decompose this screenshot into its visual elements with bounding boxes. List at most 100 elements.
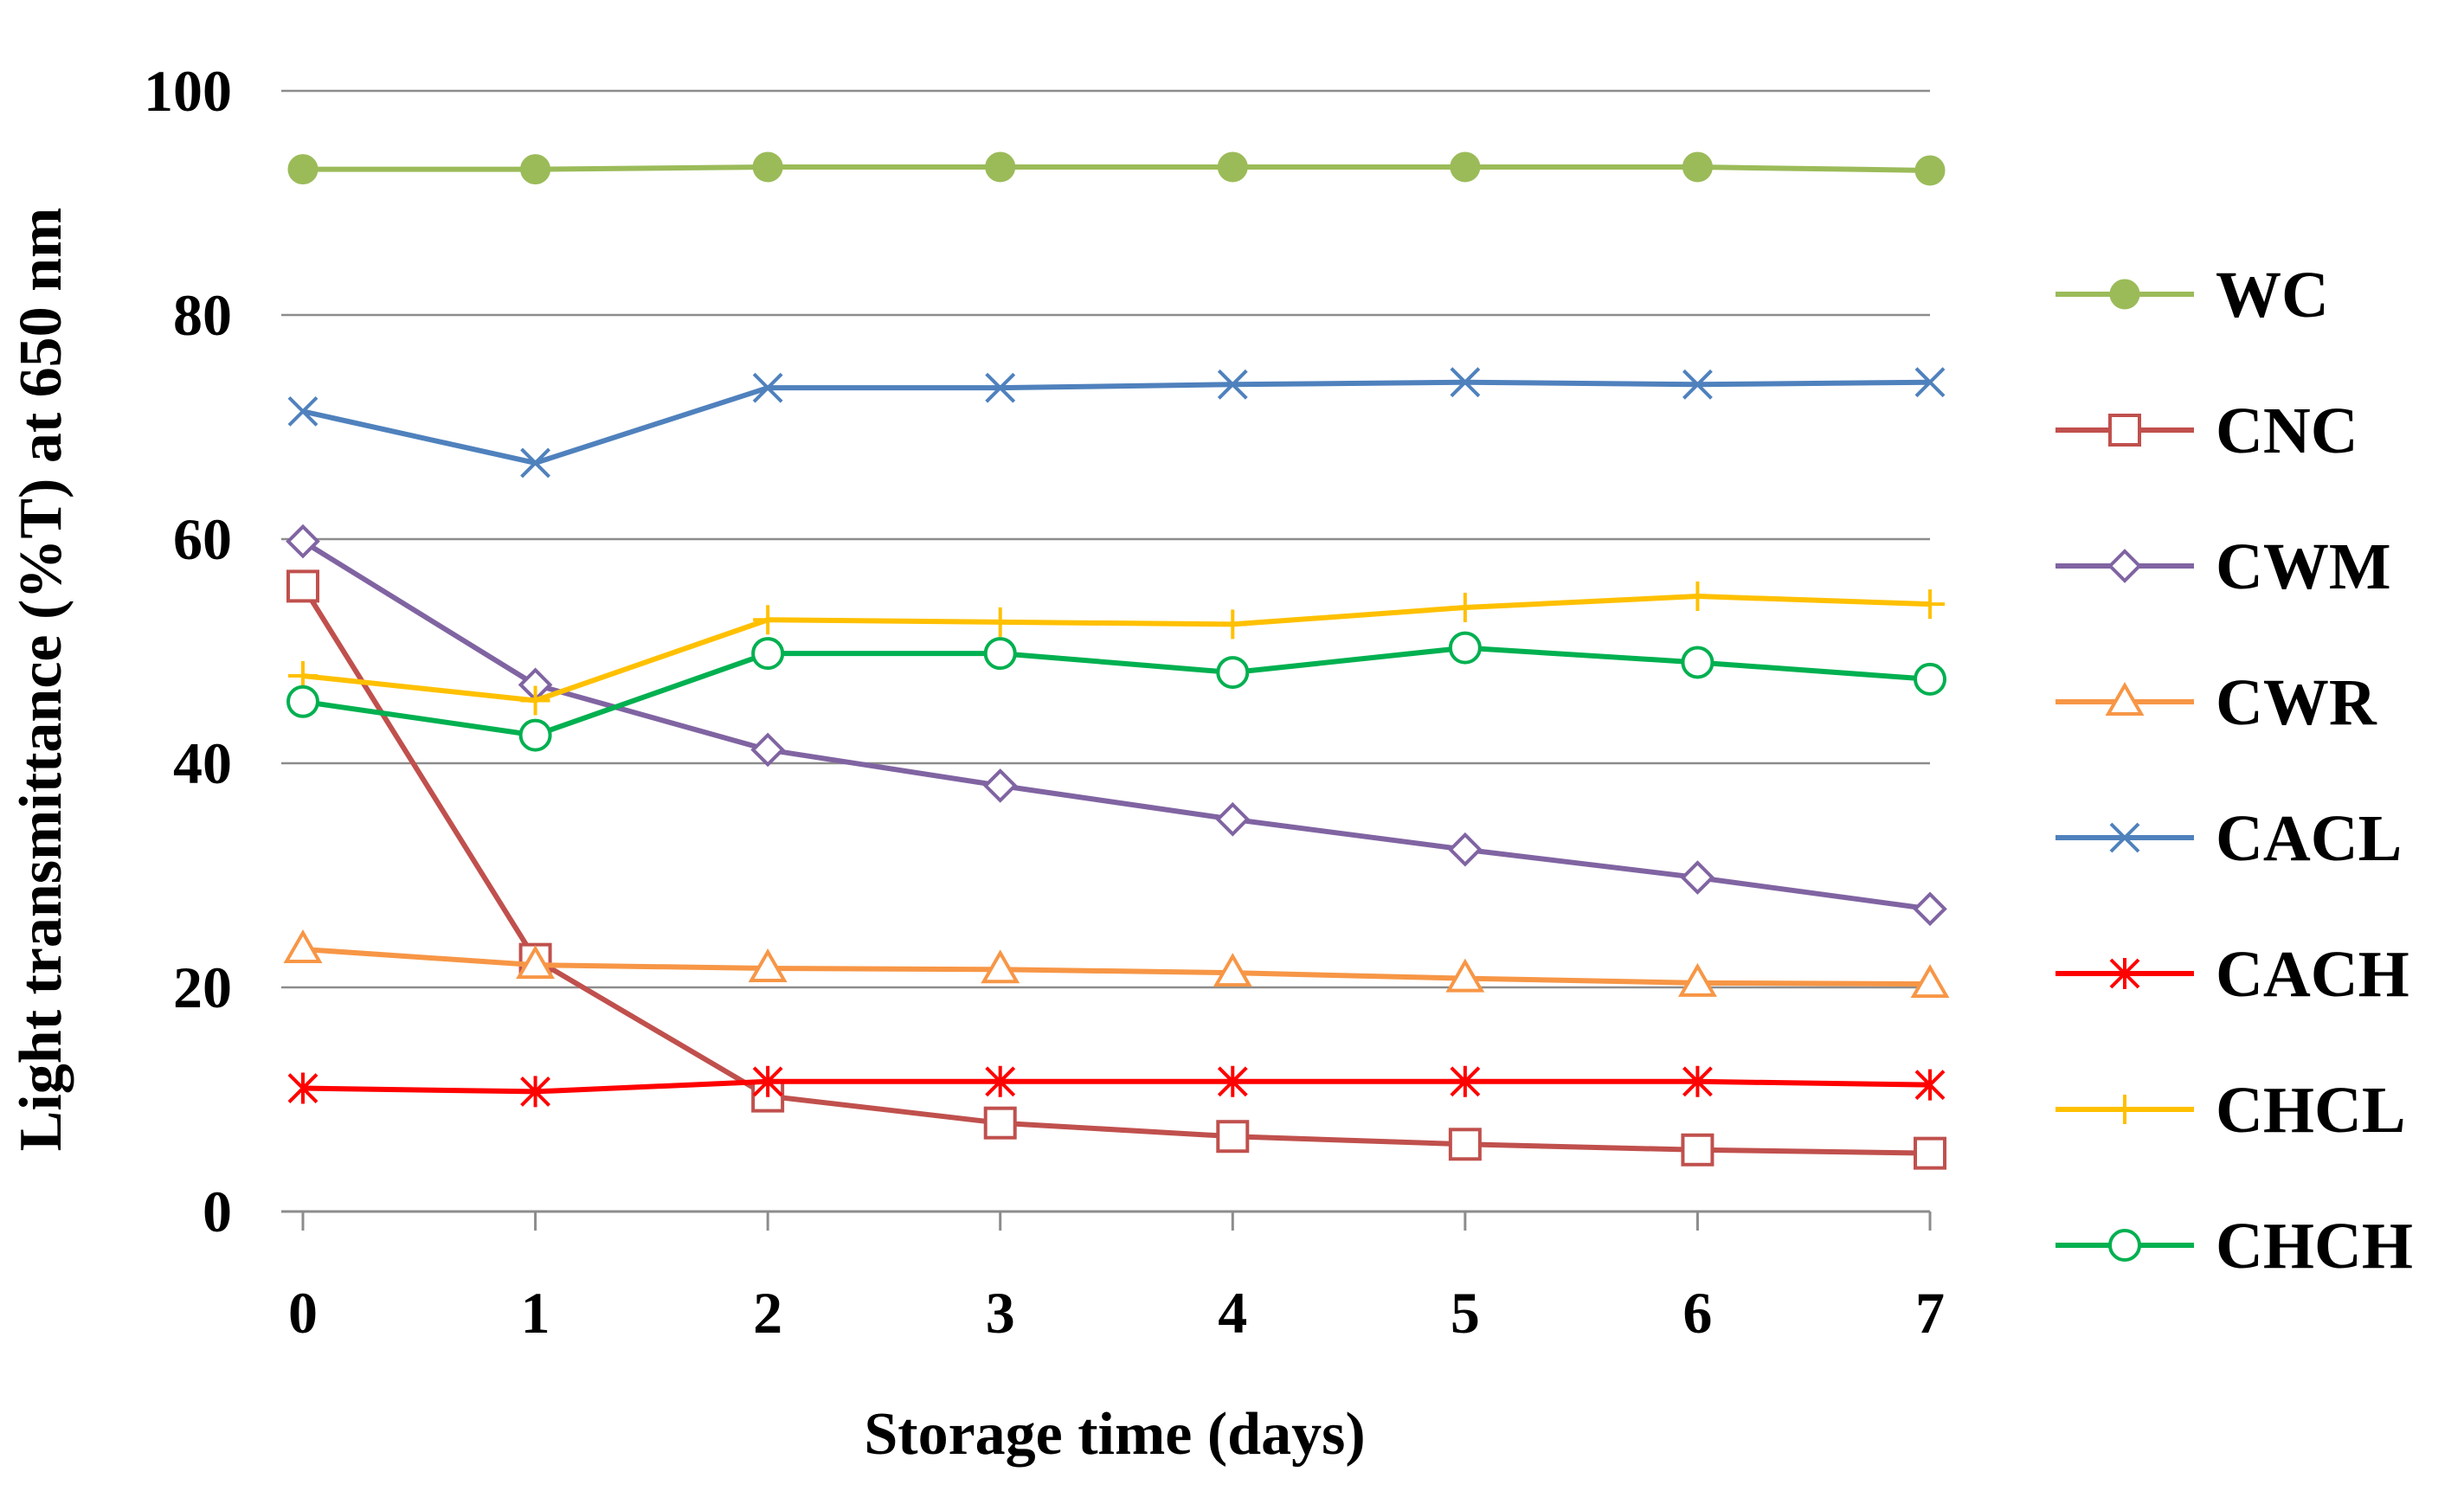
data-point xyxy=(1448,1128,1482,1161)
series-cacl xyxy=(287,367,1946,479)
legend-marker xyxy=(2109,279,2140,310)
legend-item-cwr: CWR xyxy=(2055,666,2377,739)
series-line xyxy=(300,584,1931,1156)
data-point xyxy=(1680,860,1715,895)
data-point xyxy=(752,372,783,403)
series-cach xyxy=(287,1065,1946,1108)
y-tick-label: 40 xyxy=(173,730,232,796)
data-point xyxy=(283,929,323,963)
y-tick-label: 100 xyxy=(144,58,232,124)
data-point xyxy=(983,1106,1017,1140)
data-point xyxy=(748,948,788,982)
series-group xyxy=(283,151,1950,1170)
data-point xyxy=(1450,592,1480,622)
data-point xyxy=(287,395,318,427)
legend-label: CWR xyxy=(2216,666,2377,739)
data-point xyxy=(985,607,1015,637)
data-point xyxy=(1448,832,1483,867)
data-point xyxy=(1216,656,1250,690)
legend-label: CACL xyxy=(2216,802,2402,875)
y-tick-label: 0 xyxy=(203,1179,232,1244)
data-point xyxy=(1448,631,1482,665)
data-point xyxy=(752,1065,783,1097)
data-point xyxy=(520,447,550,479)
data-point xyxy=(287,1072,318,1104)
data-point xyxy=(520,685,550,716)
legend-label: CWM xyxy=(2216,530,2391,603)
series-line xyxy=(301,539,1931,912)
x-tick-label: 7 xyxy=(1915,1280,1945,1346)
y-axis-title: Light transmittance (%T) at 650 nm xyxy=(8,208,74,1152)
x-tick-label: 5 xyxy=(1451,1280,1480,1346)
legend-label: CNC xyxy=(2216,395,2358,467)
data-point xyxy=(982,768,1018,803)
legend-marker xyxy=(2108,414,2141,447)
legend-item-cach: CACH xyxy=(2055,938,2409,1011)
legend-item-chcl: CHCL xyxy=(2055,1074,2406,1147)
axes xyxy=(281,1210,1932,1231)
legend-label: WC xyxy=(2216,259,2329,331)
x-tick-label: 6 xyxy=(1682,1280,1712,1346)
y-tick-label: 60 xyxy=(173,506,232,572)
data-point xyxy=(1913,891,1947,927)
data-point xyxy=(750,732,785,768)
data-point xyxy=(286,569,319,603)
legend-marker xyxy=(2110,1095,2139,1124)
series-cwr xyxy=(283,929,1950,999)
data-point xyxy=(753,605,783,635)
series-line xyxy=(302,946,1931,987)
data-point xyxy=(286,685,319,718)
series-cwm xyxy=(286,524,1947,927)
data-point xyxy=(1914,1136,1946,1170)
series-cnc xyxy=(286,569,1946,1170)
data-point xyxy=(1682,369,1713,400)
legend-item-cwm: CWM xyxy=(2055,530,2391,603)
x-tick-label: 0 xyxy=(288,1280,318,1346)
data-point xyxy=(287,154,318,185)
data-point xyxy=(1914,1069,1946,1101)
data-point xyxy=(1217,369,1248,400)
data-point xyxy=(1217,1065,1248,1097)
legend-item-chch: CHCH xyxy=(2055,1210,2413,1282)
data-point xyxy=(1910,964,1950,999)
data-point xyxy=(1681,1133,1715,1167)
data-point xyxy=(1677,962,1717,997)
data-point xyxy=(1915,589,1945,620)
series-line xyxy=(302,594,1931,704)
data-point xyxy=(1217,151,1248,183)
legend-item-cacl: CACL xyxy=(2055,802,2402,875)
series-line xyxy=(302,645,1931,738)
data-point xyxy=(1914,155,1946,186)
x-tick-label: 3 xyxy=(986,1280,1015,1346)
data-point xyxy=(1218,609,1248,640)
series-line xyxy=(302,379,1931,466)
data-point xyxy=(518,718,552,752)
x-tick-label: 2 xyxy=(753,1280,782,1346)
series-chch xyxy=(286,631,1946,752)
series-line xyxy=(302,1078,1931,1095)
legend-marker xyxy=(2107,549,2142,583)
series-line xyxy=(303,164,1931,173)
data-point xyxy=(1914,367,1946,398)
data-point xyxy=(520,1076,550,1108)
data-point xyxy=(1682,1065,1713,1097)
gridlines xyxy=(281,89,1930,989)
data-point xyxy=(1450,1065,1481,1097)
data-point xyxy=(286,524,320,559)
data-point xyxy=(1215,801,1251,837)
legend-item-cnc: CNC xyxy=(2055,395,2358,467)
data-point xyxy=(1216,1120,1250,1154)
legend: WC CNC CWM CWR CACL CACH CHCL CHCH xyxy=(2055,259,2413,1282)
data-point xyxy=(1914,662,1946,696)
y-tick-label: 20 xyxy=(173,954,232,1020)
y-tick-labels: 0 20 40 60 80 100 xyxy=(144,58,232,1244)
data-point xyxy=(985,151,1016,183)
data-point xyxy=(1445,958,1485,993)
series-chcl xyxy=(288,582,1945,716)
legend-label: CACH xyxy=(2216,938,2409,1011)
data-point xyxy=(520,154,551,185)
data-point xyxy=(983,637,1017,671)
data-point xyxy=(1682,151,1713,183)
series-wc xyxy=(287,151,1946,186)
